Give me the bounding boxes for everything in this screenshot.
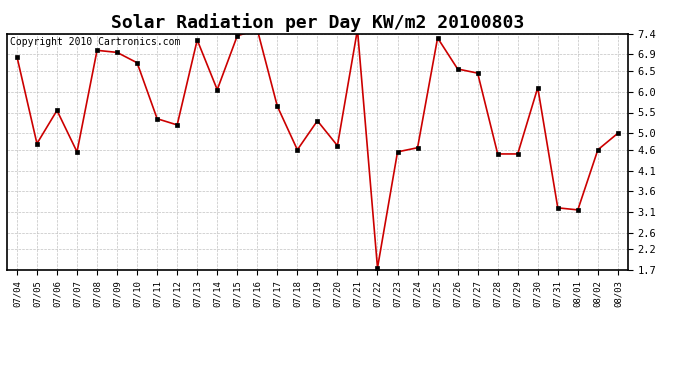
- Text: Copyright 2010 Cartronics.com: Copyright 2010 Cartronics.com: [10, 37, 180, 47]
- Title: Solar Radiation per Day KW/m2 20100803: Solar Radiation per Day KW/m2 20100803: [111, 13, 524, 32]
